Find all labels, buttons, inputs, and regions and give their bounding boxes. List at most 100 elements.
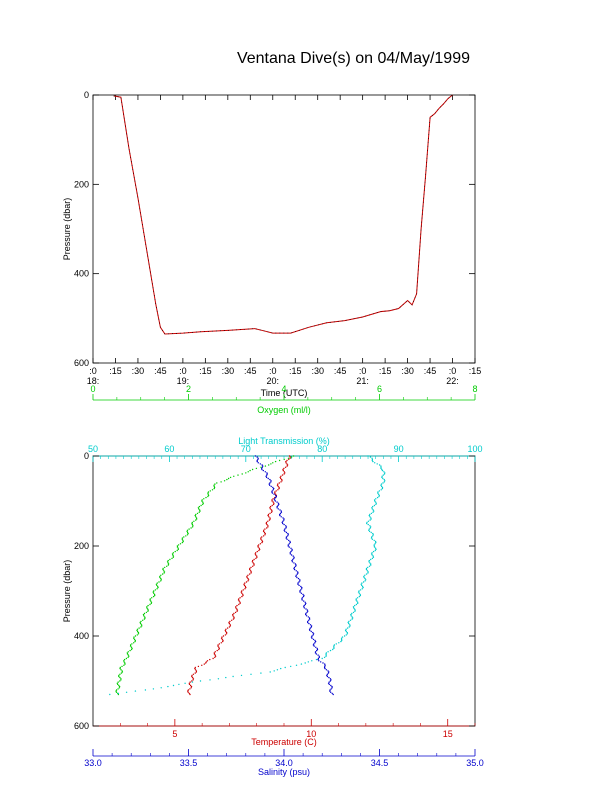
light-point [273,670,275,672]
temperature-point [244,582,246,584]
oxygen-point [126,652,128,654]
bottom-y-tick-label: 200 [74,541,89,551]
light-point [349,619,352,621]
temperature-point [255,557,257,560]
salinity-point [331,687,333,689]
light-point [365,567,368,570]
salinity-point [329,680,332,682]
salinity-point [304,601,306,603]
oxygen-point [156,584,158,587]
oxygen-point [207,493,209,495]
oxygen-point [146,607,148,609]
oxygen-point [139,621,141,624]
temperature-point [218,646,220,648]
top-x-tick-label-hour: 22: [446,376,459,386]
top-x-tick-label: :0 [269,366,277,376]
temperature-point [284,472,286,474]
salinity-point [307,616,309,618]
salinity-point [314,652,317,654]
salinity-point [289,553,291,555]
bottom-y-tick-label: 400 [74,631,89,641]
oxygen-point [213,487,215,490]
temperature-point [282,468,284,471]
oxygen-tick-label: 6 [377,384,382,394]
oxygen-point [272,462,274,464]
temperature-point [218,648,220,651]
oxygen-point [121,665,123,668]
salinity-point [309,629,311,632]
light-point [355,599,357,601]
oxygen-point [137,631,140,634]
light-point [354,609,356,611]
temperature-point [242,593,244,596]
salinity-point [277,504,279,507]
light-point [347,621,349,624]
salinity-point [312,638,315,641]
temperature-point [206,660,209,662]
light-point [374,547,377,549]
temperature-point [214,651,216,653]
oxygen-point [133,642,135,644]
light-point [363,576,365,579]
light-point [217,678,220,680]
light-point [348,620,350,623]
light-point [160,687,162,689]
temperature-point [190,685,193,688]
temperature-point [252,565,254,567]
oxygen-point [143,618,146,620]
oxygen-point [191,523,194,526]
salinity-point [285,527,287,529]
salinity-point [330,691,332,693]
salinity-point [309,624,312,626]
light-point [325,655,327,657]
temperature-point [189,693,191,696]
oxygen-point [129,645,132,647]
temperature-point [263,529,265,531]
light-point [371,458,374,461]
dive-pressure-line [113,94,453,335]
top-x-tick-label-hour: 21: [356,376,369,386]
salinity-point [305,613,307,616]
salinity-point [290,547,292,549]
light-point [368,528,370,530]
salinity-point [293,566,296,569]
temperature-point [236,608,238,610]
oxygen-point [196,518,198,520]
light-point [338,642,340,644]
oxygen-point [150,600,152,602]
temperature-point [261,541,263,544]
oxygen-point [207,494,210,497]
light-point [276,669,279,671]
light-point [353,608,356,610]
light-point [370,553,373,555]
oxygen-point [268,464,270,466]
light-point [361,585,364,588]
temperature-point [249,570,252,572]
temperature-point [188,682,190,684]
temperature-point [271,510,273,512]
salinity-point [310,636,313,638]
salinity-point [317,657,320,660]
temperature-point [222,639,224,642]
salinity-point [330,684,332,687]
oxygen-point [115,689,118,691]
light-point [372,511,374,513]
temperature-point [286,463,288,465]
light-point [383,473,386,475]
light-point [351,612,353,615]
light-point [381,476,383,479]
light-point [380,485,383,488]
top-x-tick-label: :45 [334,366,347,376]
light-point [367,455,369,457]
salinity-point [268,483,270,485]
temperature-point [277,485,279,488]
oxygen-point [229,476,232,479]
temperature-point [273,502,275,504]
temperature-point [194,669,197,671]
salinity-point [327,670,329,672]
salinity-point [272,489,274,491]
temperature-point [274,491,276,493]
salinity-point [276,505,278,508]
salinity-point [297,572,299,574]
light-point [341,636,344,638]
